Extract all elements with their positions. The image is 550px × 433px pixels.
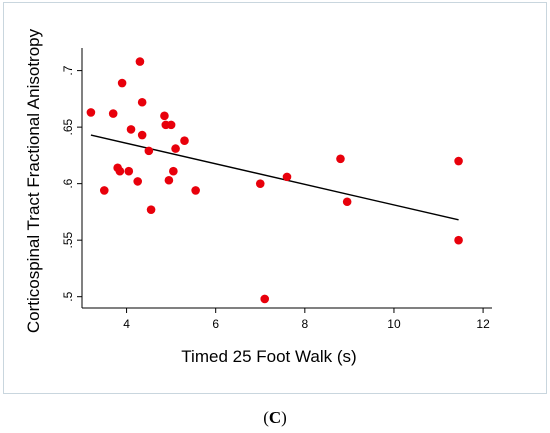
y-tick-label: .7: [61, 65, 75, 75]
chart-frame: 4 6 8 10 12 .5 .55 .6 .65 .7 Timed 25 Foot Walk (…: [3, 2, 547, 394]
data-point: [137, 130, 147, 140]
data-point: [160, 111, 169, 121]
scatter-chart: 4 6 8 10 12 .5 .55 .6 .65 .7 Timed 25 Foot Walk (…: [24, 28, 492, 366]
data-point: [342, 197, 352, 207]
data-point: [144, 146, 154, 156]
data-point: [115, 166, 125, 176]
data-point: [135, 57, 145, 66]
y-tick-label: .65: [61, 118, 75, 135]
data-point: [169, 166, 178, 176]
x-tick-label: 10: [387, 317, 401, 331]
panel-label: (C): [0, 408, 550, 428]
y-tick-label: .5: [61, 291, 75, 301]
data-point: [99, 186, 109, 195]
data-points: [86, 57, 463, 304]
panel-label-open: (: [263, 408, 269, 427]
data-point: [117, 78, 127, 88]
data-point: [124, 166, 134, 176]
data-point: [137, 97, 147, 107]
data-point: [126, 125, 136, 134]
axes: 4 6 8 10 12 .5 .55 .6 .65 .7: [61, 48, 492, 331]
data-point: [191, 186, 200, 195]
data-point: [260, 294, 270, 304]
x-tick-label: 12: [476, 317, 490, 331]
data-point: [166, 120, 176, 130]
data-point: [133, 177, 143, 186]
data-point: [108, 109, 118, 118]
data-point: [86, 108, 96, 117]
data-point: [171, 144, 180, 153]
x-tick-label: 8: [301, 317, 308, 331]
data-point: [255, 179, 265, 188]
data-point: [164, 175, 174, 185]
data-point: [336, 154, 345, 164]
panel-label-close: ): [281, 408, 287, 427]
y-tick-label: .55: [61, 232, 75, 249]
x-tick-label: 6: [212, 317, 219, 331]
x-axis-title: Timed 25 Foot Walk (s): [181, 347, 356, 366]
data-point: [180, 136, 189, 145]
data-point: [146, 205, 156, 214]
y-axis-title: Corticospinal Tract Fractional Anisotrop…: [24, 28, 43, 333]
y-tick-label: .6: [61, 178, 75, 188]
data-point: [454, 235, 463, 245]
x-tick-label: 4: [123, 317, 130, 331]
data-point: [454, 156, 463, 166]
panel-label-letter: C: [268, 408, 282, 427]
data-point: [282, 172, 292, 182]
